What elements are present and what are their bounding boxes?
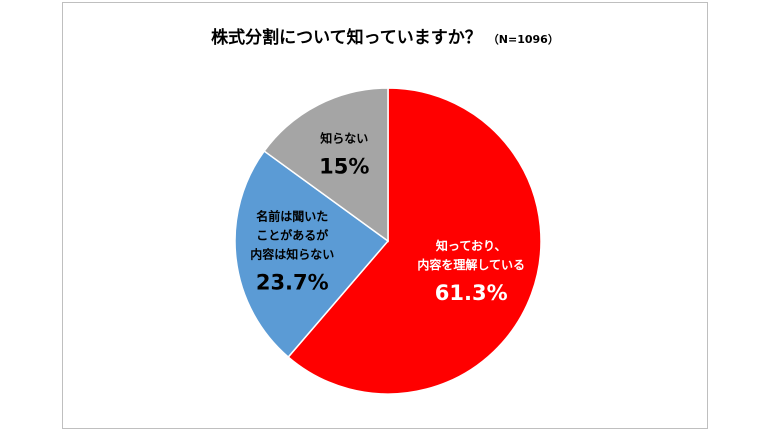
pie-slice-2 bbox=[234, 150, 390, 359]
slice-1-label-line-2: 内容を理解している bbox=[417, 257, 525, 272]
chart-frame: 株式分割について知っていますか？ （N=1096） 知っており、内容を理解している… bbox=[62, 2, 708, 429]
slice-1-value-label: 61.3% bbox=[435, 281, 508, 305]
pie-slice-3 bbox=[263, 87, 389, 243]
slice-2-label-line-3: 内容は知らない bbox=[250, 247, 334, 262]
pie-slice-1 bbox=[287, 87, 542, 395]
chart-sample-size: （N=1096） bbox=[487, 33, 559, 46]
chart-title: 株式分割について知っていますか？ bbox=[211, 28, 482, 48]
slice-3-label-line-1: 知らない bbox=[319, 131, 368, 146]
slice-2-value-label: 23.7% bbox=[256, 271, 329, 295]
slice-2-label-line-1: 名前は聞いた bbox=[256, 209, 328, 224]
slice-1-label-line-1: 知っており、 bbox=[435, 238, 507, 253]
chart-title-row: 株式分割について知っていますか？ （N=1096） bbox=[63, 23, 707, 48]
slice-3-value-label: 15% bbox=[319, 155, 369, 179]
slice-2-label-line-2: ことがあるが bbox=[256, 228, 328, 243]
